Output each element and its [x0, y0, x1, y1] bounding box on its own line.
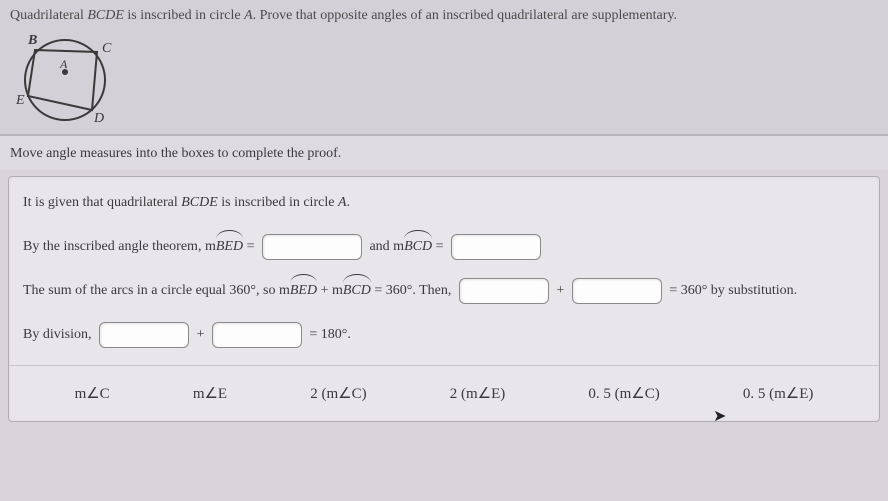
- quad-name: BCDE: [87, 8, 124, 23]
- plus: +: [196, 327, 204, 342]
- proof-panel: It is given that quadrilateral BCDE is i…: [8, 176, 880, 422]
- circle: A: [338, 195, 347, 210]
- problem-header: Quadrilateral BCDE is inscribed in circl…: [0, 0, 888, 136]
- drop-target-2[interactable]: [451, 234, 541, 260]
- plus: + m: [317, 283, 343, 298]
- answer-tiles-row: m∠C m∠E 2 (m∠C) 2 (m∠E) 0. 5 (m∠C) 0. 5 …: [23, 366, 865, 411]
- text: .: [347, 195, 351, 210]
- circle-diagram: A B C D E: [10, 28, 130, 128]
- problem-statement: Quadrilateral BCDE is inscribed in circl…: [10, 8, 878, 24]
- eq: =: [243, 239, 254, 254]
- problem-mid: is inscribed in circle: [124, 8, 244, 23]
- label-a: A: [59, 57, 68, 71]
- proof-line-4: By division, + = 180°.: [23, 321, 865, 349]
- arc-bed: BED: [216, 233, 243, 261]
- instruction-text: Move angle measures into the boxes to co…: [0, 136, 888, 170]
- problem-prefix: Quadrilateral: [10, 8, 87, 23]
- tile-2mc[interactable]: 2 (m∠C): [310, 384, 366, 403]
- drop-target-4[interactable]: [572, 278, 662, 304]
- tile-05mc[interactable]: 0. 5 (m∠C): [588, 384, 659, 403]
- eq: = 180°.: [309, 327, 351, 342]
- quad: BCDE: [181, 195, 218, 210]
- text: = 360° by substitution.: [669, 283, 797, 298]
- label-c: C: [102, 41, 112, 56]
- arc-bcd: BCD: [404, 233, 432, 261]
- label-d: D: [93, 111, 104, 126]
- plus: +: [556, 283, 564, 298]
- drop-target-6[interactable]: [212, 322, 302, 348]
- tile-mc[interactable]: m∠C: [75, 384, 110, 403]
- drop-target-3[interactable]: [459, 278, 549, 304]
- diagram-svg: A B C D E: [10, 28, 130, 128]
- tile-05me[interactable]: 0. 5 (m∠E): [743, 384, 814, 403]
- circle-name: A: [244, 8, 253, 23]
- tile-me[interactable]: m∠E: [193, 384, 227, 403]
- arc-bcd: BCD: [343, 277, 371, 305]
- text: By the inscribed angle theorem, m: [23, 239, 216, 254]
- cursor-icon: ➤: [713, 406, 726, 426]
- label-b: B: [27, 33, 37, 48]
- proof-line-3: The sum of the arcs in a circle equal 36…: [23, 277, 865, 305]
- text: It is given that quadrilateral: [23, 195, 181, 210]
- text: and m: [369, 239, 404, 254]
- drop-target-1[interactable]: [262, 234, 362, 260]
- drop-target-5[interactable]: [99, 322, 189, 348]
- arc-bed: BED: [290, 277, 317, 305]
- problem-suffix: . Prove that opposite angles of an inscr…: [253, 8, 677, 23]
- text: is inscribed in circle: [218, 195, 338, 210]
- text: By division,: [23, 327, 91, 342]
- proof-line-1: It is given that quadrilateral BCDE is i…: [23, 189, 865, 217]
- eq: = 360°. Then,: [371, 283, 452, 298]
- text: The sum of the arcs in a circle equal 36…: [23, 283, 290, 298]
- tile-2me[interactable]: 2 (m∠E): [450, 384, 506, 403]
- eq: =: [432, 239, 443, 254]
- label-e: E: [15, 93, 25, 108]
- proof-line-2: By the inscribed angle theorem, mBED = a…: [23, 233, 865, 261]
